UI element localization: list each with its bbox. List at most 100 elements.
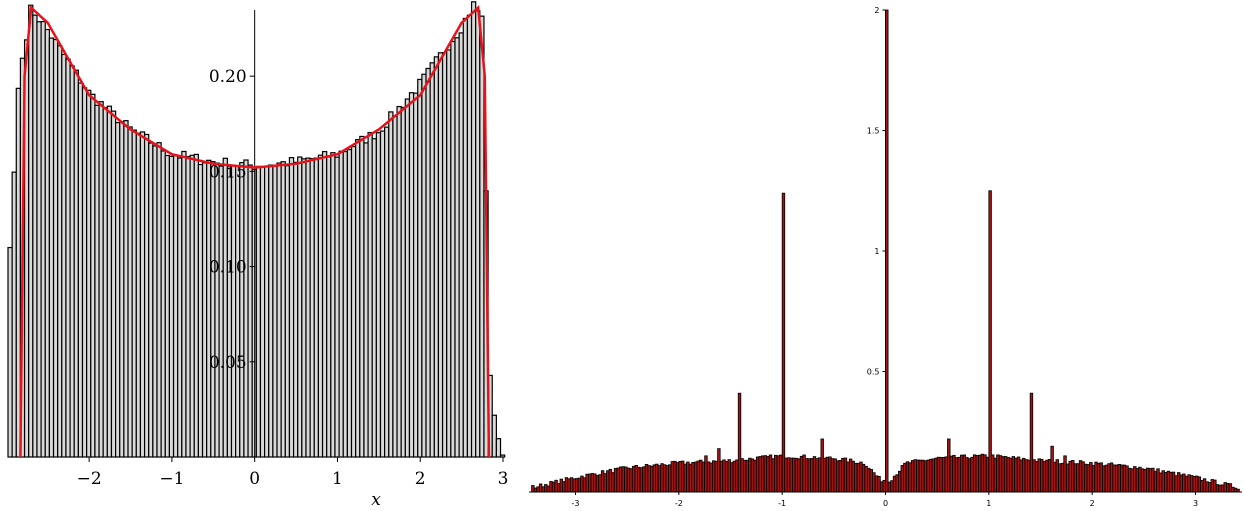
histogram-bar: [48, 37, 55, 458]
histogram-bar: [330, 152, 336, 458]
histogram-bar: [433, 56, 440, 458]
histogram-bar: [235, 165, 241, 458]
histogram-bar: [446, 49, 452, 458]
histogram-bar: [106, 105, 113, 458]
histogram-bar: [143, 133, 150, 458]
histogram-bar: [131, 129, 137, 458]
histogram-bar: [309, 158, 315, 458]
y-tick-label: 0.15: [209, 162, 247, 182]
histogram-bar: [206, 159, 212, 458]
histogram-bar: [185, 155, 191, 458]
histogram-bar: [388, 111, 394, 458]
histogram-bar: [268, 164, 274, 458]
histogram-bar: [272, 165, 278, 458]
histogram-bar: [193, 153, 199, 458]
histogram-bar: [28, 4, 34, 458]
histogram-bar: [429, 62, 435, 458]
histogram-bar: [334, 156, 340, 458]
x-tick-label: −2: [77, 469, 102, 489]
density-curve: [19, 5, 491, 458]
histogram-bar: [475, 10, 481, 458]
right-tick-labels: -3 -2 -1 0 1 2 3 0.5 1 1.5 2: [572, 6, 1199, 508]
histogram-bar: [338, 150, 344, 458]
histogram-bar: [86, 89, 92, 458]
histogram-bar: [239, 162, 245, 458]
histogram-bar: [355, 139, 361, 458]
histogram-bar: [450, 40, 456, 458]
histogram-bar: [148, 142, 154, 458]
histogram-bar: [177, 157, 183, 458]
histogram-bar: [375, 132, 382, 458]
histogram-bar: [102, 107, 108, 458]
histogram-bar: [379, 130, 386, 458]
left-tick-labels: −2 −1 0 1 2 3 0.05 0.10 0.15 0.20: [77, 67, 509, 489]
histogram-bar: [292, 161, 299, 458]
histogram-bar: [392, 115, 398, 458]
y-tick-label: 0.5: [867, 368, 880, 377]
y-tick-label: 1: [874, 247, 879, 256]
histogram-bar: [172, 155, 179, 458]
histogram-bar: [156, 142, 162, 458]
histogram-bar: [342, 151, 348, 458]
histogram-bar: [313, 157, 320, 458]
right-histogram-chart: -3 -2 -1 0 1 2 3 0.5 1 1.5 2: [529, 6, 1242, 508]
histogram-bar: [181, 150, 187, 458]
left-axes: [8, 10, 504, 462]
x-tick-label: -2: [675, 499, 683, 508]
histogram-bar: [425, 67, 431, 458]
histogram-bar: [210, 161, 216, 458]
x-tick-label: 2: [415, 469, 426, 489]
histogram-bar: [491, 414, 497, 458]
histogram-bar: [400, 106, 406, 458]
histogram-bar: [413, 92, 419, 458]
histogram-bar: [417, 78, 423, 458]
histogram-bar: [781, 192, 786, 493]
histogram-bar: [69, 65, 75, 458]
histogram-bar: [454, 37, 460, 458]
histogram-bar: [230, 164, 237, 458]
histogram-bar: [65, 58, 71, 458]
y-tick-label: 1.5: [867, 127, 880, 136]
histogram-bar: [61, 53, 67, 458]
histogram-bar: [127, 126, 133, 458]
histogram-bar: [90, 93, 96, 458]
histogram-bar: [301, 158, 307, 458]
histogram-bar: [73, 69, 79, 458]
histogram-bar: [32, 14, 38, 458]
histogram-bar: [988, 190, 992, 493]
histogram-bar: [297, 156, 303, 458]
histogram-bar: [317, 154, 324, 458]
histogram-bar: [152, 145, 158, 458]
y-tick-label: 0.10: [209, 258, 247, 278]
histogram-bar: [11, 171, 17, 458]
histogram-bar: [396, 105, 402, 458]
left-histogram-bars: [7, 1, 506, 458]
histogram-bar: [139, 131, 146, 458]
x-tick-label: −1: [159, 469, 184, 489]
x-tick-label: 0: [883, 499, 888, 508]
x-tick-label: 3: [498, 469, 509, 489]
histogram-bar: [164, 154, 171, 458]
histogram-bar: [243, 159, 249, 458]
histogram-bar: [288, 157, 295, 458]
histogram-bar: [160, 150, 166, 458]
histogram-bar: [462, 17, 469, 458]
histogram-bar: [321, 150, 328, 458]
histogram-bar: [168, 155, 175, 458]
histogram-bar: [479, 15, 485, 458]
y-tick-label: 0.05: [209, 353, 247, 373]
histogram-bar: [466, 14, 473, 458]
histogram-bar: [119, 121, 125, 458]
x-tick-label: 0: [249, 469, 260, 489]
histogram-bar: [408, 92, 415, 458]
histogram-bar: [437, 52, 444, 458]
histogram-bar: [197, 163, 204, 458]
x-tick-label: 1: [332, 469, 343, 489]
histogram-bar: [247, 164, 253, 458]
histogram-bar: [305, 157, 311, 458]
histogram-bar: [57, 45, 63, 458]
histogram-bar: [222, 157, 228, 458]
x-tick-label: 3: [1193, 499, 1198, 508]
histogram-bar: [189, 154, 195, 458]
x-tick-label: -3: [572, 499, 580, 508]
